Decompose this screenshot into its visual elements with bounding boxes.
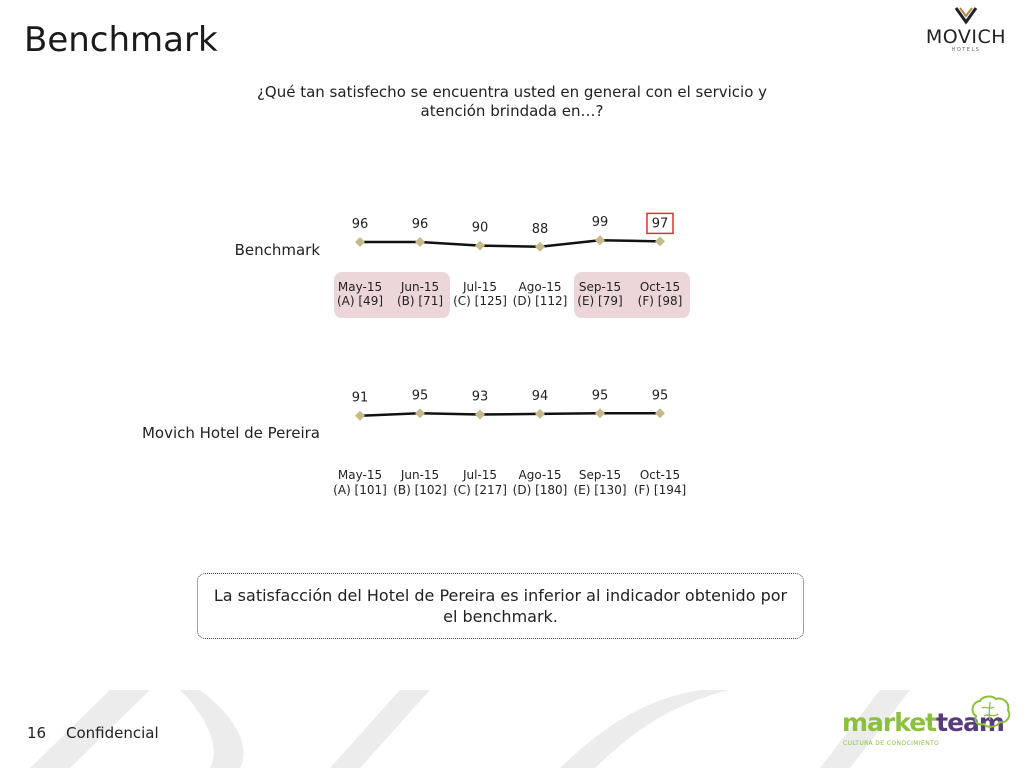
chart-0-point-1 bbox=[415, 237, 425, 247]
background-watermark bbox=[30, 690, 910, 768]
chart-1-x-label-1: Jun-15 bbox=[400, 468, 439, 482]
chart-0-x-label-0: May-15 bbox=[338, 280, 382, 294]
chart-1-base-label-1: (B) [102] bbox=[393, 483, 447, 497]
chart-0-value-label-0: 96 bbox=[352, 217, 369, 232]
chart-1-x-label-5: Oct-15 bbox=[640, 468, 680, 482]
chart-1-value-label-3: 94 bbox=[532, 389, 549, 404]
watermark-stripe-4 bbox=[180, 690, 244, 768]
marketteam-logo-word-a: market bbox=[842, 708, 937, 737]
movich-logo-name: MOVICH bbox=[925, 26, 1007, 48]
watermark-stripe-2 bbox=[560, 690, 730, 768]
row-label-benchmark: Benchmark bbox=[234, 241, 320, 259]
chart-0-value-label-1: 96 bbox=[412, 217, 429, 232]
chart-0-highlight-group-1 bbox=[574, 272, 690, 318]
conclusion-callout: La satisfacción del Hotel de Pereira es … bbox=[197, 573, 804, 639]
watermark-stripe-1 bbox=[330, 690, 430, 768]
chart-1-base-label-2: (C) [217] bbox=[453, 483, 507, 497]
marketteam-logo-word: marketteam bbox=[842, 708, 1005, 737]
chart-0-base-label-5: (F) [98] bbox=[638, 294, 683, 308]
survey-question: ¿Qué tan satisfecho se encuentra usted e… bbox=[256, 83, 768, 120]
chart-0-series-line bbox=[360, 238, 661, 249]
chart-0-x-label-4: Sep-15 bbox=[579, 280, 621, 294]
chart-0-value-label-2: 90 bbox=[472, 221, 489, 236]
movich-logo: MOVICH HOTELS bbox=[916, 6, 1016, 54]
page-number: 16 bbox=[27, 724, 47, 742]
chart-0-x-label-5: Oct-15 bbox=[640, 280, 680, 294]
chart-1-value-label-1: 95 bbox=[412, 388, 429, 403]
chart-1-point-5 bbox=[655, 408, 665, 419]
chart-0-value-label-4: 99 bbox=[592, 215, 609, 230]
chart-1-base-label-4: (E) [130] bbox=[573, 483, 626, 497]
chart-1-point-2 bbox=[475, 409, 485, 420]
chart-1-point-0 bbox=[355, 410, 365, 421]
chart-0-base-label-1: (B) [71] bbox=[397, 294, 443, 308]
chart-1-value-label-4: 95 bbox=[592, 388, 609, 403]
chart-0-base-label-0: (A) [49] bbox=[337, 294, 383, 308]
chart-0-point-5 bbox=[655, 236, 665, 247]
chart-0-x-label-1: Jun-15 bbox=[400, 280, 439, 294]
chart-0-base-label-2: (C) [125] bbox=[453, 294, 507, 308]
chart-0-point-4 bbox=[595, 235, 605, 246]
chart-1-x-label-2: Jul-15 bbox=[462, 468, 497, 482]
chart-0-point-2 bbox=[475, 240, 485, 251]
footer-confidential: Confidencial bbox=[66, 724, 159, 742]
chart-0-highlight-group-0 bbox=[334, 272, 450, 318]
chart-1-x-label-3: Ago-15 bbox=[519, 468, 562, 482]
brain-icon bbox=[971, 695, 1011, 728]
chart-1-base-label-0: (A) [101] bbox=[333, 483, 387, 497]
page-title: Benchmark bbox=[24, 20, 218, 60]
chart-0-x-label-3: Ago-15 bbox=[519, 280, 562, 294]
chart-1-x-label-4: Sep-15 bbox=[579, 468, 621, 482]
chart-1-value-label-2: 93 bbox=[472, 390, 489, 405]
chart-1-point-3 bbox=[535, 408, 545, 419]
chart-1-x-label-0: May-15 bbox=[338, 468, 382, 482]
chart-0-value-label-3: 88 bbox=[532, 222, 549, 237]
marketteam-tagline: CULTURA DE CONOCIMIENTO bbox=[843, 740, 940, 747]
movich-mark-icon bbox=[954, 7, 978, 25]
chart-0-x-label-2: Jul-15 bbox=[462, 280, 497, 294]
watermark-stripe-0 bbox=[30, 690, 150, 768]
chart-0-point-0 bbox=[355, 237, 365, 247]
chart-1-point-1 bbox=[415, 408, 425, 419]
row-label-pereira: Movich Hotel de Pereira bbox=[141, 424, 320, 442]
chart-1-value-label-0: 91 bbox=[352, 391, 369, 406]
chart-1-base-label-3: (D) [180] bbox=[513, 483, 568, 497]
chart-1-value-label-5: 95 bbox=[652, 388, 669, 403]
chart-0-point-3 bbox=[535, 241, 545, 252]
watermark-stripe-3 bbox=[820, 690, 910, 768]
chart-1-point-4 bbox=[595, 408, 605, 419]
chart-0-base-label-3: (D) [112] bbox=[513, 294, 568, 308]
chart-0-base-label-4: (E) [79] bbox=[577, 294, 622, 308]
movich-logo-sub: HOTELS bbox=[951, 47, 981, 53]
chart-1-base-label-5: (F) [194] bbox=[634, 483, 686, 497]
chart-1-series-line bbox=[359, 412, 660, 417]
marketteam-logo-word-b: team bbox=[936, 708, 1005, 737]
chart-0-value-label-5: 97 bbox=[652, 216, 669, 231]
marketteam-logo: marketteam CULTURA DE CONOCIMIENTO bbox=[842, 694, 1012, 754]
chart-0-value-box-5 bbox=[646, 212, 674, 235]
